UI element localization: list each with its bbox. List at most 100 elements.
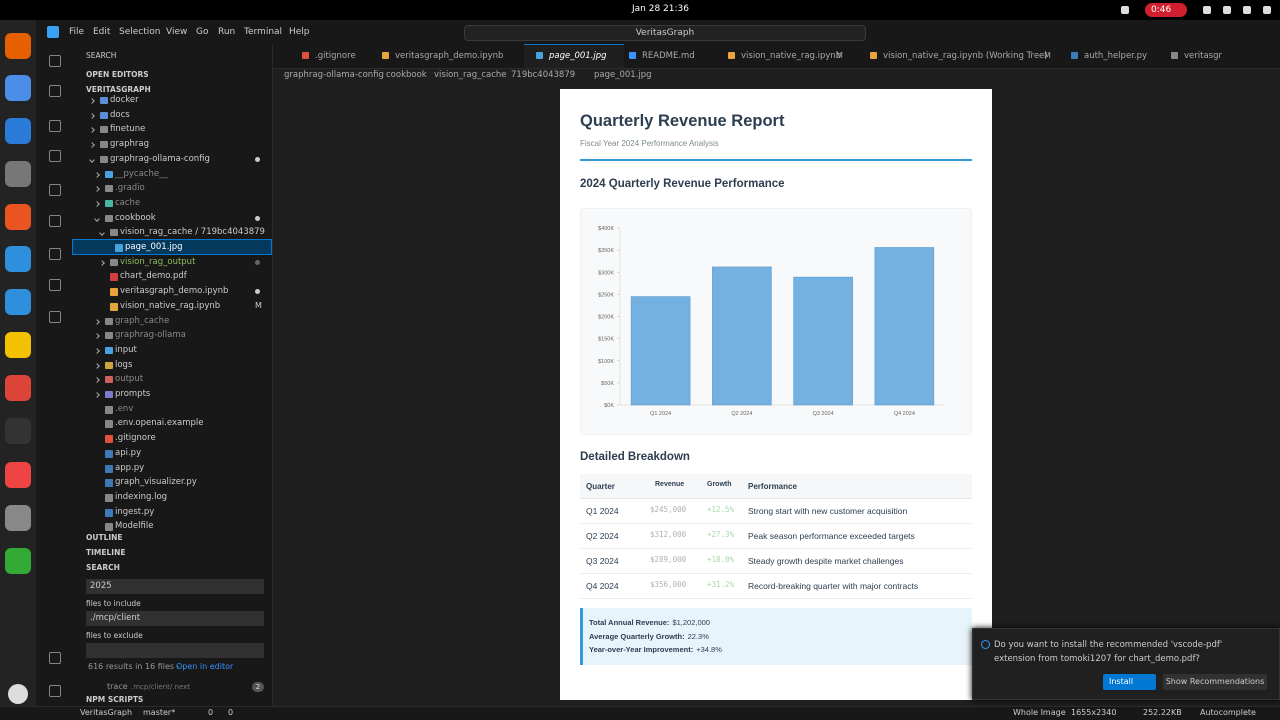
breadcrumb-item[interactable]: graphrag-ollama-config — [284, 70, 384, 80]
search-input[interactable]: 2025 — [86, 579, 264, 594]
section-header[interactable]: VERITASGRAPH — [86, 85, 151, 94]
file[interactable]: .gitignore — [115, 433, 156, 444]
folder[interactable]: cache — [115, 197, 141, 208]
activity-icon[interactable] — [49, 248, 61, 260]
folder[interactable]: graphrag-ollama — [115, 330, 186, 341]
dock-icon[interactable] — [5, 375, 31, 401]
folder[interactable]: __pycache__ — [115, 168, 168, 179]
link[interactable]: Open in editor — [176, 662, 234, 671]
file[interactable]: app.py — [115, 462, 145, 473]
folder[interactable]: finetune — [110, 124, 146, 135]
section-header[interactable]: NPM SCRIPTS — [86, 695, 144, 704]
file[interactable]: indexing.log — [115, 491, 168, 502]
menu-item[interactable]: Selection — [119, 27, 161, 37]
status-item[interactable]: 1655x2340 — [1071, 708, 1117, 717]
dock-icon[interactable] — [5, 548, 31, 574]
result-file[interactable]: trace — [107, 682, 128, 691]
activity-icon[interactable] — [49, 120, 61, 132]
status-item[interactable]: 0 — [208, 708, 214, 717]
file[interactable]: ingest.py — [115, 506, 155, 517]
tab[interactable]: auth_helper.py — [1084, 51, 1148, 61]
folder[interactable]: docs — [110, 109, 130, 120]
dock-icon[interactable] — [5, 246, 31, 272]
file[interactable]: page_001.jpg — [125, 242, 183, 252]
show-apps[interactable] — [8, 684, 28, 704]
activity-icon[interactable] — [49, 215, 61, 227]
menu-item[interactable]: Help — [289, 27, 310, 37]
folder[interactable]: output — [115, 374, 144, 385]
status-item[interactable]: 0 — [228, 708, 234, 717]
dock-icon[interactable] — [5, 75, 31, 101]
menu-item[interactable]: Terminal — [244, 27, 283, 37]
status-item[interactable]: master* — [143, 708, 176, 717]
activity-icon[interactable] — [49, 311, 61, 323]
section-header[interactable]: SEARCH — [86, 563, 120, 572]
menu-item[interactable]: Run — [218, 27, 236, 37]
activity-icon[interactable] — [49, 85, 61, 97]
file[interactable]: veritasgraph_demo.ipynb — [120, 286, 229, 297]
dock-icon[interactable] — [5, 33, 31, 59]
summary-label: Average Quarterly Growth: — [589, 631, 685, 641]
breadcrumb-item[interactable]: vision_rag_cache — [434, 70, 507, 80]
status-item[interactable]: 252.22KB — [1143, 708, 1182, 717]
install-button[interactable]: Install — [1103, 674, 1156, 690]
command-center[interactable]: VeritasGraph — [464, 25, 866, 41]
file[interactable]: api.py — [115, 447, 142, 458]
activity-icon[interactable] — [49, 685, 61, 697]
dock-icon[interactable] — [5, 289, 31, 315]
folder[interactable]: .gradio — [115, 183, 145, 194]
tab[interactable]: veritasgr — [1184, 51, 1222, 61]
folder[interactable]: graph_cache — [115, 315, 170, 326]
activity-icon[interactable] — [49, 150, 61, 162]
section-header[interactable]: OUTLINE — [86, 533, 123, 542]
folder[interactable]: logs — [115, 359, 133, 370]
status-item[interactable]: Autocomplete — [1200, 708, 1256, 717]
file[interactable]: Modelfile — [115, 521, 154, 532]
dock-icon[interactable] — [5, 462, 31, 488]
dock-icon[interactable] — [5, 505, 31, 531]
dock-icon[interactable] — [5, 118, 31, 144]
file[interactable]: chart_demo.pdf — [120, 271, 187, 282]
tab[interactable]: .gitignore — [315, 51, 356, 61]
dock-icon[interactable] — [5, 161, 31, 187]
menu-item[interactable]: View — [166, 27, 188, 37]
status-item[interactable]: Whole Image — [1013, 708, 1066, 717]
menu-item[interactable]: Go — [196, 27, 209, 37]
menu-item[interactable]: File — [69, 27, 85, 37]
file[interactable]: graph_visualizer.py — [115, 477, 197, 488]
tab[interactable]: page_001.jpg — [549, 51, 607, 61]
folder[interactable]: prompts — [115, 389, 151, 399]
dock-icon[interactable] — [5, 418, 31, 444]
include-input[interactable]: ./mcp/client — [86, 611, 264, 626]
activity-icon[interactable] — [49, 55, 61, 67]
recommendations-button[interactable]: Show Recommendations — [1163, 674, 1267, 690]
file[interactable]: .env — [115, 403, 134, 414]
activity-icon[interactable] — [49, 279, 61, 291]
dock-icon[interactable] — [5, 204, 31, 230]
breadcrumb-item[interactable]: cookbook — [386, 70, 427, 80]
activity-icon[interactable] — [49, 184, 61, 196]
dock-icon[interactable] — [5, 332, 31, 358]
file[interactable]: vision_native_rag.ipynb — [120, 300, 221, 311]
section-header[interactable]: OPEN EDITORS — [86, 70, 149, 79]
breadcrumb-item[interactable]: page_001.jpg — [594, 70, 652, 80]
breadcrumb-item[interactable]: 719bc4043879 — [511, 70, 576, 80]
activity-icon[interactable] — [49, 652, 61, 664]
folder[interactable]: graphrag — [110, 139, 149, 150]
tab[interactable]: README.md — [642, 51, 695, 61]
folder[interactable]: graphrag-ollama-config — [110, 153, 210, 164]
folder[interactable]: cookbook — [115, 212, 156, 223]
section-header[interactable]: TIMELINE — [86, 548, 126, 557]
folder-icon — [110, 229, 118, 237]
tab[interactable]: veritasgraph_demo.ipynb — [395, 51, 504, 61]
folder[interactable]: input — [115, 344, 137, 355]
tab[interactable]: vision_native_rag.ipynb — [741, 51, 842, 61]
folder[interactable]: vision_rag_cache / 719bc4043879 — [120, 227, 265, 238]
exclude-input[interactable] — [86, 643, 264, 658]
tab[interactable]: vision_native_rag.ipynb (Working Tree) — [883, 51, 1048, 61]
menu-item[interactable]: Edit — [93, 27, 111, 37]
file[interactable]: .env.openai.example — [115, 418, 204, 429]
folder[interactable]: vision_rag_output — [120, 256, 196, 267]
folder[interactable]: docker — [110, 95, 139, 105]
status-item[interactable]: VeritasGraph — [80, 708, 133, 717]
